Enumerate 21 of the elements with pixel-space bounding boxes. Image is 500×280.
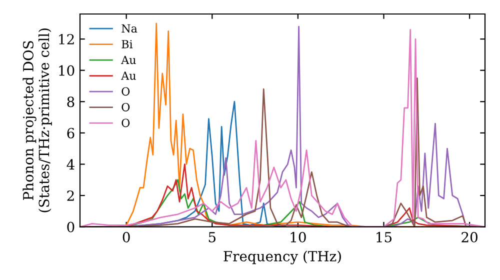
x-tick-label: 0: [122, 232, 130, 242]
legend-label: Au: [121, 56, 136, 64]
y-tick-label: 2: [67, 190, 74, 201]
legend-label: O: [122, 87, 130, 96]
y-tick-label: 12: [59, 34, 74, 44]
x-axis-title: Frequency (THz): [224, 250, 341, 264]
x-tick-label: 10: [290, 232, 306, 242]
y-axis-title: Phonon projected DOS (States/THz·primitive cell): [22, 28, 52, 212]
legend-label: O: [122, 102, 130, 112]
y-tick-label: 6: [67, 128, 74, 138]
x-tick-label: 15: [376, 232, 392, 242]
legend-label: O: [122, 118, 130, 128]
y-tick-label: 4: [66, 159, 74, 170]
y-tick-label: 0: [67, 222, 74, 232]
x-tick-label: 20: [462, 232, 478, 242]
y-tick-label: 8: [67, 96, 74, 108]
y-tick-label: 10: [59, 65, 74, 76]
legend-label: Au: [121, 72, 136, 80]
legend-label: Bi: [122, 40, 133, 48]
x-tick-label: 5: [208, 232, 216, 242]
legend-label: Na: [122, 24, 138, 33]
